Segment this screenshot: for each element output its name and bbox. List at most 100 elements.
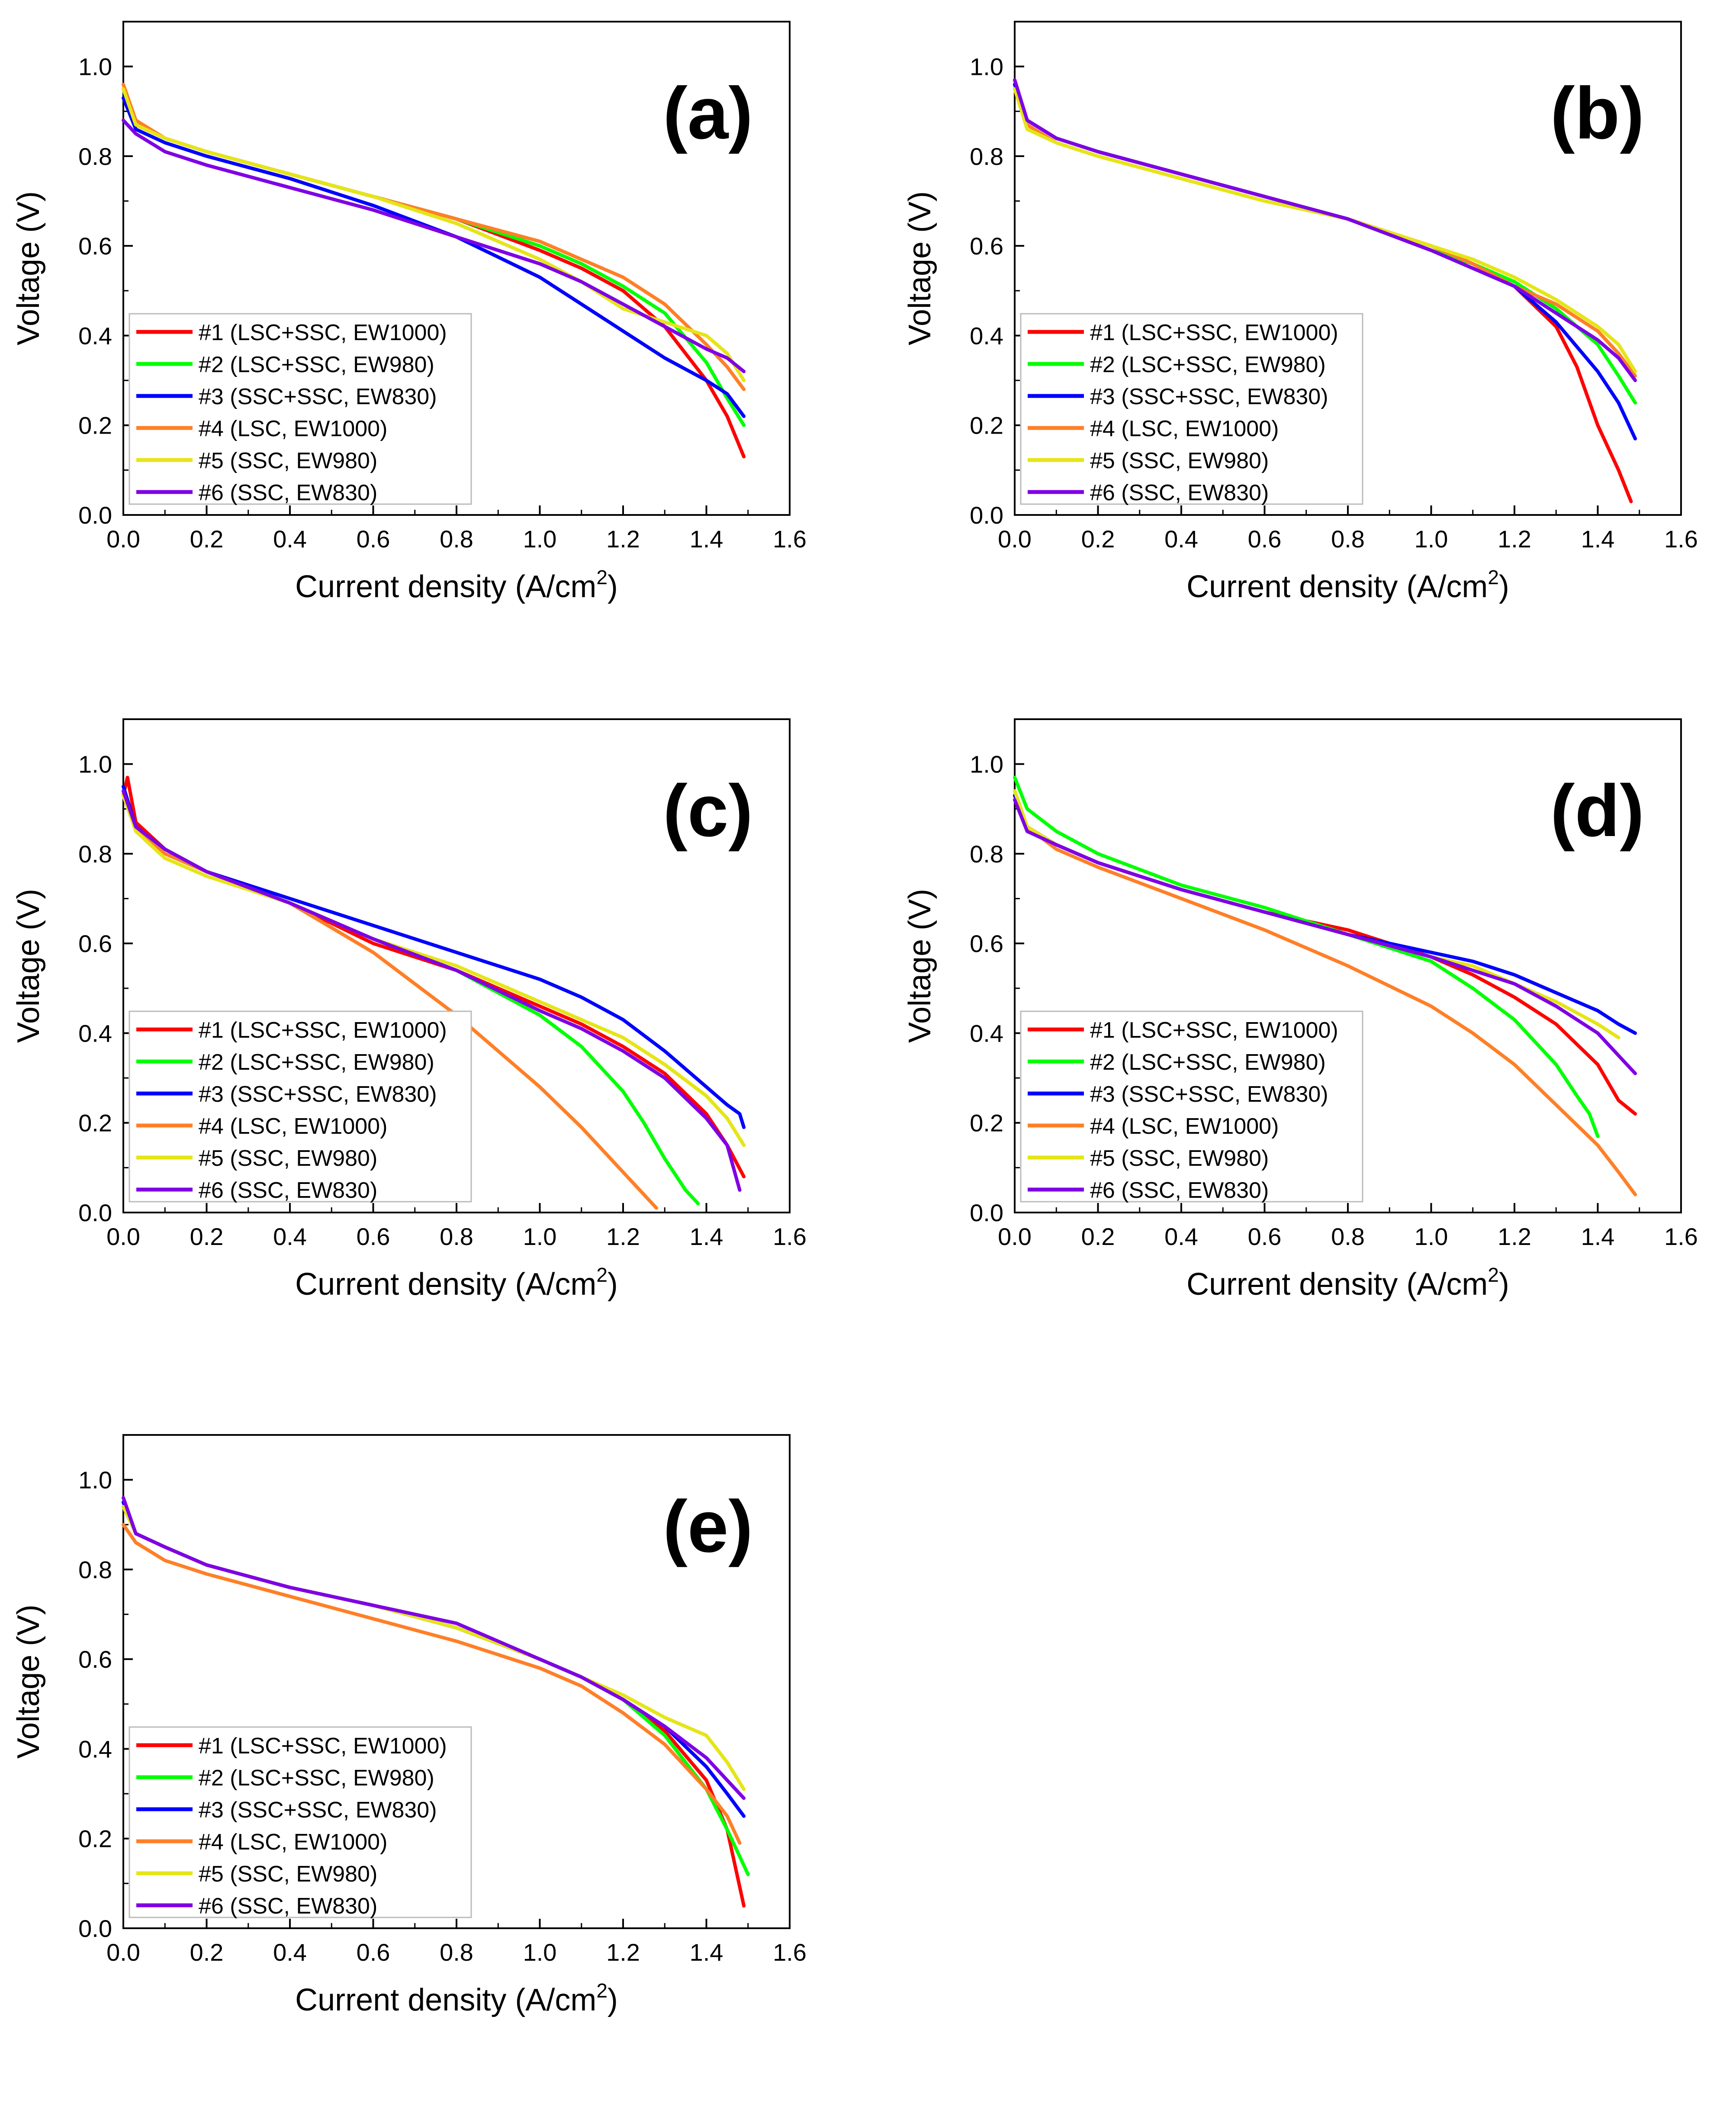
series-line-6 — [122, 1496, 746, 1800]
x-tick-label: 0.2 — [1081, 525, 1115, 553]
x-tick-label: 1.0 — [1415, 525, 1448, 553]
y-axis-title: Voltage (V) — [903, 889, 937, 1043]
series-line-5 — [1013, 87, 1637, 373]
y-tick-label: 0.4 — [78, 1020, 112, 1047]
y-tick-label: 0.6 — [78, 930, 112, 957]
legend-box — [1020, 1010, 1363, 1203]
y-tick-label: 1.0 — [78, 1467, 112, 1494]
x-tick-label: 1.6 — [773, 1223, 807, 1250]
panel-label: (a) — [663, 72, 753, 154]
legend-entry: #3 (SSC+SSC, EW830) — [199, 1798, 437, 1823]
x-axis-title: Current density (A/cm2) — [295, 566, 618, 604]
series-group — [122, 83, 746, 459]
x-tick-label: 0.2 — [190, 525, 224, 553]
x-axis-title-superscript: 2 — [1488, 1264, 1499, 1286]
panel-label: (d) — [1550, 770, 1644, 852]
x-tick-label: 0.2 — [1081, 1223, 1115, 1250]
legend-entry: #5 (SSC, EW980) — [199, 1862, 377, 1887]
x-tick-label: 1.6 — [773, 1939, 807, 1966]
x-axis-title-end: ) — [608, 569, 618, 604]
x-tick-label: 0.8 — [1331, 1223, 1365, 1250]
series-line-5 — [122, 87, 746, 383]
series-group — [1013, 78, 1637, 503]
legend-entry: #6 (SSC, EW830) — [199, 1178, 377, 1203]
y-axis-title: Voltage (V) — [11, 1605, 46, 1759]
y-tick-label: 0.6 — [78, 232, 112, 260]
x-axis-title-superscript: 2 — [596, 566, 608, 589]
series-line-4 — [122, 789, 658, 1210]
legend-entry: #3 (SSC+SSC, EW830) — [1090, 1082, 1328, 1107]
series-group — [122, 1496, 750, 1908]
legend-entry: #3 (SSC+SSC, EW830) — [199, 1082, 437, 1107]
x-tick-label: 0.4 — [273, 1939, 307, 1966]
x-tick-label: 1.2 — [606, 1939, 640, 1966]
x-tick-label: 1.2 — [606, 525, 640, 553]
y-axis: 0.0 0.2 0.4 0.6 0.8 1.0 — [970, 718, 1024, 1226]
legend-entry: #4 (LSC, EW1000) — [1090, 416, 1279, 441]
y-tick-label: 0.6 — [970, 232, 1003, 260]
x-axis-title: Current density (A/cm2) — [295, 1264, 618, 1302]
x-axis-title: Current density (A/cm2) — [1186, 1264, 1509, 1302]
legend-entry: #4 (LSC, EW1000) — [199, 1830, 387, 1855]
x-axis: 0.0 0.2 0.4 0.6 0.8 1.0 1.2 1.4 1.6 — [106, 505, 807, 553]
legend-box — [129, 313, 472, 505]
legend: #1 (LSC+SSC, EW1000) #2 (LSC+SSC, EW980) #… — [129, 313, 472, 505]
y-axis-title: Voltage (V) — [11, 191, 46, 345]
legend-entry: #5 (SSC, EW980) — [1090, 1146, 1269, 1171]
y-tick-label: 0.8 — [78, 143, 112, 170]
y-tick-label: 0.0 — [78, 1915, 112, 1942]
chart-panel-c: 0.0 0.2 0.4 0.6 0.8 1.0 1.2 1.4 1.60.00.20.40.60… — [11, 718, 807, 1302]
legend-entry: #1 (LSC+SSC, EW1000) — [1090, 1018, 1338, 1043]
legend-entry: #1 (LSC+SSC, EW1000) — [1090, 320, 1338, 345]
x-tick-label: 0.0 — [106, 525, 140, 553]
y-axis: 0.0 0.2 0.4 0.6 0.8 1.0 — [78, 718, 133, 1226]
x-axis: 0.0 0.2 0.4 0.6 0.8 1.0 1.2 1.4 1.6 — [998, 505, 1698, 553]
legend-entry: #1 (LSC+SSC, EW1000) — [199, 1018, 447, 1043]
x-tick-label: 1.6 — [1664, 525, 1698, 553]
legend-box — [1020, 313, 1363, 505]
x-axis-title-superscript: 2 — [1488, 566, 1499, 589]
legend-entry: #1 (LSC+SSC, EW1000) — [199, 320, 447, 345]
x-tick-label: 1.4 — [1581, 1223, 1615, 1250]
x-axis-title-text: Current density (A/cm — [1186, 569, 1488, 604]
chart-panel-d: 0.0 0.2 0.4 0.6 0.8 1.0 1.2 1.4 1.60.00.20.40.60… — [903, 718, 1698, 1302]
legend-entry: #6 (SSC, EW830) — [1090, 1178, 1269, 1203]
x-tick-label: 0.4 — [273, 1223, 307, 1250]
y-tick-label: 1.0 — [78, 751, 112, 778]
x-tick-label: 0.4 — [273, 525, 307, 553]
x-tick-label: 0.0 — [106, 1223, 140, 1250]
y-tick-label: 0.4 — [970, 1020, 1003, 1047]
x-axis: 0.0 0.2 0.4 0.6 0.8 1.0 1.2 1.4 1.6 — [998, 1203, 1698, 1250]
x-axis-title-end: ) — [1499, 1267, 1509, 1302]
x-tick-label: 0.4 — [1164, 1223, 1198, 1250]
legend-entry: #1 (LSC+SSC, EW1000) — [199, 1734, 447, 1759]
y-tick-label: 0.2 — [78, 1825, 112, 1853]
y-tick-label: 0.8 — [970, 840, 1003, 868]
panel-label: (e) — [663, 1486, 753, 1568]
y-tick-label: 0.4 — [78, 322, 112, 349]
y-tick-label: 0.6 — [78, 1646, 112, 1673]
y-axis-title: Voltage (V) — [903, 191, 937, 345]
y-axis: 0.0 0.2 0.4 0.6 0.8 1.0 — [78, 21, 133, 529]
y-tick-label: 0.6 — [970, 930, 1003, 957]
y-tick-label: 0.2 — [78, 1110, 112, 1137]
x-axis-title-end: ) — [608, 1267, 618, 1302]
series-line-2 — [1013, 775, 1600, 1138]
x-tick-label: 1.4 — [690, 525, 723, 553]
series-line-4 — [122, 1523, 742, 1845]
chart-panel-b: 0.0 0.2 0.4 0.6 0.8 1.0 1.2 1.4 1.60.00.20.40.60… — [903, 21, 1698, 604]
legend: #1 (LSC+SSC, EW1000) #2 (LSC+SSC, EW980) #… — [1020, 313, 1363, 505]
x-tick-label: 1.0 — [523, 1939, 557, 1966]
y-axis: 0.0 0.2 0.4 0.6 0.8 1.0 — [78, 1434, 133, 1942]
series-group — [122, 775, 746, 1210]
x-axis-title-text: Current density (A/cm — [295, 1983, 596, 2017]
series-line-5 — [122, 794, 746, 1147]
x-axis-title-end: ) — [1499, 569, 1509, 604]
legend-entry: #6 (SSC, EW830) — [199, 1894, 377, 1919]
x-axis-title: Current density (A/cm2) — [295, 1979, 618, 2017]
y-tick-label: 0.0 — [78, 1199, 112, 1226]
y-tick-label: 0.2 — [970, 412, 1003, 439]
x-tick-label: 0.8 — [440, 1223, 473, 1250]
x-axis-title-superscript: 2 — [596, 1979, 608, 2002]
